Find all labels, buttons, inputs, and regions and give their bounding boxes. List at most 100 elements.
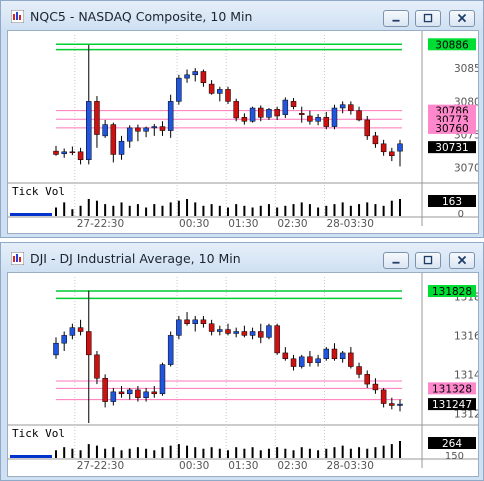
- time-tick-label: 02:30: [277, 460, 307, 472]
- volume-bar: [374, 204, 377, 216]
- candle-body: [143, 127, 149, 132]
- candle-body: [118, 140, 125, 155]
- candle-body: [217, 329, 223, 332]
- price-tag-box: [428, 398, 476, 411]
- volume-bar: [366, 448, 369, 458]
- candle-body: [110, 124, 117, 155]
- volume-bar: [120, 202, 123, 216]
- candle-body: [282, 352, 289, 360]
- chart-app-icon: [11, 252, 24, 265]
- candle-body: [356, 366, 362, 375]
- volume-bar: [259, 450, 262, 458]
- candle-body: [380, 143, 387, 153]
- time-tick-label: 00:30: [179, 460, 209, 472]
- volume-bar: [358, 204, 361, 216]
- volume-bar: [300, 202, 303, 216]
- close-icon: [457, 255, 467, 265]
- volume-bar: [194, 202, 197, 216]
- close-button[interactable]: [449, 252, 475, 269]
- candle-body: [389, 403, 395, 406]
- price-tag-box: [428, 141, 476, 154]
- close-button[interactable]: [449, 10, 475, 27]
- time-tick-label: 01:30: [228, 218, 258, 230]
- volume-bar: [349, 205, 352, 216]
- candle-body: [102, 124, 108, 137]
- maximize-button[interactable]: [415, 252, 441, 269]
- candlestick-chart[interactable]: 27-22:3000:3001:3002:3028-03:30308503080…: [8, 31, 478, 233]
- volume-bar: [186, 199, 189, 216]
- minimize-button[interactable]: [383, 10, 409, 27]
- volume-bar: [210, 204, 213, 216]
- window-titlebar[interactable]: NQC5 - NASDAQ Composite, 10 Min: [1, 1, 483, 33]
- volume-bar: [251, 207, 254, 216]
- volume-bar: [341, 202, 344, 216]
- volume-bar: [112, 205, 115, 216]
- candle-body: [53, 150, 59, 155]
- volume-bar: [169, 445, 172, 458]
- candle-body: [217, 89, 223, 94]
- candle-body: [135, 389, 141, 398]
- candlestick-chart[interactable]: 27-22:3000:3001:3002:3028-03:30131800131…: [8, 273, 478, 476]
- candle-body: [126, 127, 133, 142]
- volume-bar: [177, 200, 180, 216]
- price-chart-panel[interactable]: 27-22:3000:3001:3002:3028-03:30308503080…: [7, 30, 479, 234]
- volume-bar: [120, 450, 123, 458]
- minimize-button[interactable]: [383, 252, 409, 269]
- candle-body: [151, 126, 158, 129]
- price-tag-box: [428, 121, 476, 134]
- price-tag-label: 131247: [432, 399, 472, 411]
- close-icon: [457, 13, 467, 23]
- volume-bar: [276, 207, 279, 216]
- candle-body: [372, 383, 379, 391]
- session-bar: [10, 213, 52, 216]
- volume-bar: [128, 205, 131, 216]
- time-tick-label: 02:30: [277, 218, 307, 230]
- volume-bar: [235, 447, 238, 458]
- volume-bar: [71, 448, 74, 458]
- volume-bar: [63, 447, 66, 458]
- volume-bar: [259, 205, 262, 216]
- volume-bar: [71, 209, 74, 216]
- nasdaq-chart-window: NQC5 - NASDAQ Composite, 10 Min 27-22:30…: [0, 0, 484, 238]
- candle-body: [184, 319, 190, 324]
- price-chart-panel[interactable]: 27-22:3000:3001:3002:3028-03:30131800131…: [7, 272, 479, 477]
- candle-body: [397, 143, 403, 152]
- candle-body: [274, 109, 280, 117]
- candle-body: [69, 151, 76, 154]
- candle-body: [356, 110, 362, 121]
- price-tag-box: [428, 382, 476, 395]
- volume-bar: [349, 448, 352, 458]
- candle-body: [167, 335, 174, 365]
- maximize-button[interactable]: [415, 10, 441, 27]
- volume-bar: [243, 448, 246, 458]
- price-tag-label: 131828: [432, 286, 472, 298]
- volume-bar: [374, 447, 377, 458]
- candle-body: [380, 389, 387, 404]
- volume-tag-label: 163: [442, 196, 462, 208]
- candle-body: [53, 342, 59, 356]
- volume-bar: [169, 202, 172, 216]
- candle-body: [143, 391, 149, 398]
- candle-body: [323, 348, 330, 360]
- candle-body: [266, 109, 272, 118]
- volume-bar: [153, 450, 156, 458]
- candle-body: [86, 331, 92, 356]
- candle-body: [151, 391, 158, 395]
- window-titlebar[interactable]: DJI - DJ Industrial Average, 10 Min: [1, 243, 483, 275]
- volume-bar: [55, 207, 57, 216]
- candle-body: [241, 117, 248, 122]
- chart-app-icon: [11, 10, 24, 23]
- candle-body: [258, 107, 264, 118]
- candle-body: [233, 101, 239, 119]
- window-title: NQC5 - NASDAQ Composite, 10 Min: [30, 9, 253, 24]
- candle-body: [348, 352, 354, 367]
- volume-bar: [161, 447, 164, 458]
- candle-body: [364, 374, 370, 385]
- candle-body: [307, 356, 313, 363]
- volume-bar: [317, 207, 320, 216]
- volume-bar: [218, 205, 221, 216]
- volume-bar: [202, 448, 205, 458]
- price-tick-label: 30700: [454, 163, 478, 175]
- candle-body: [176, 319, 182, 336]
- volume-bar: [390, 200, 393, 216]
